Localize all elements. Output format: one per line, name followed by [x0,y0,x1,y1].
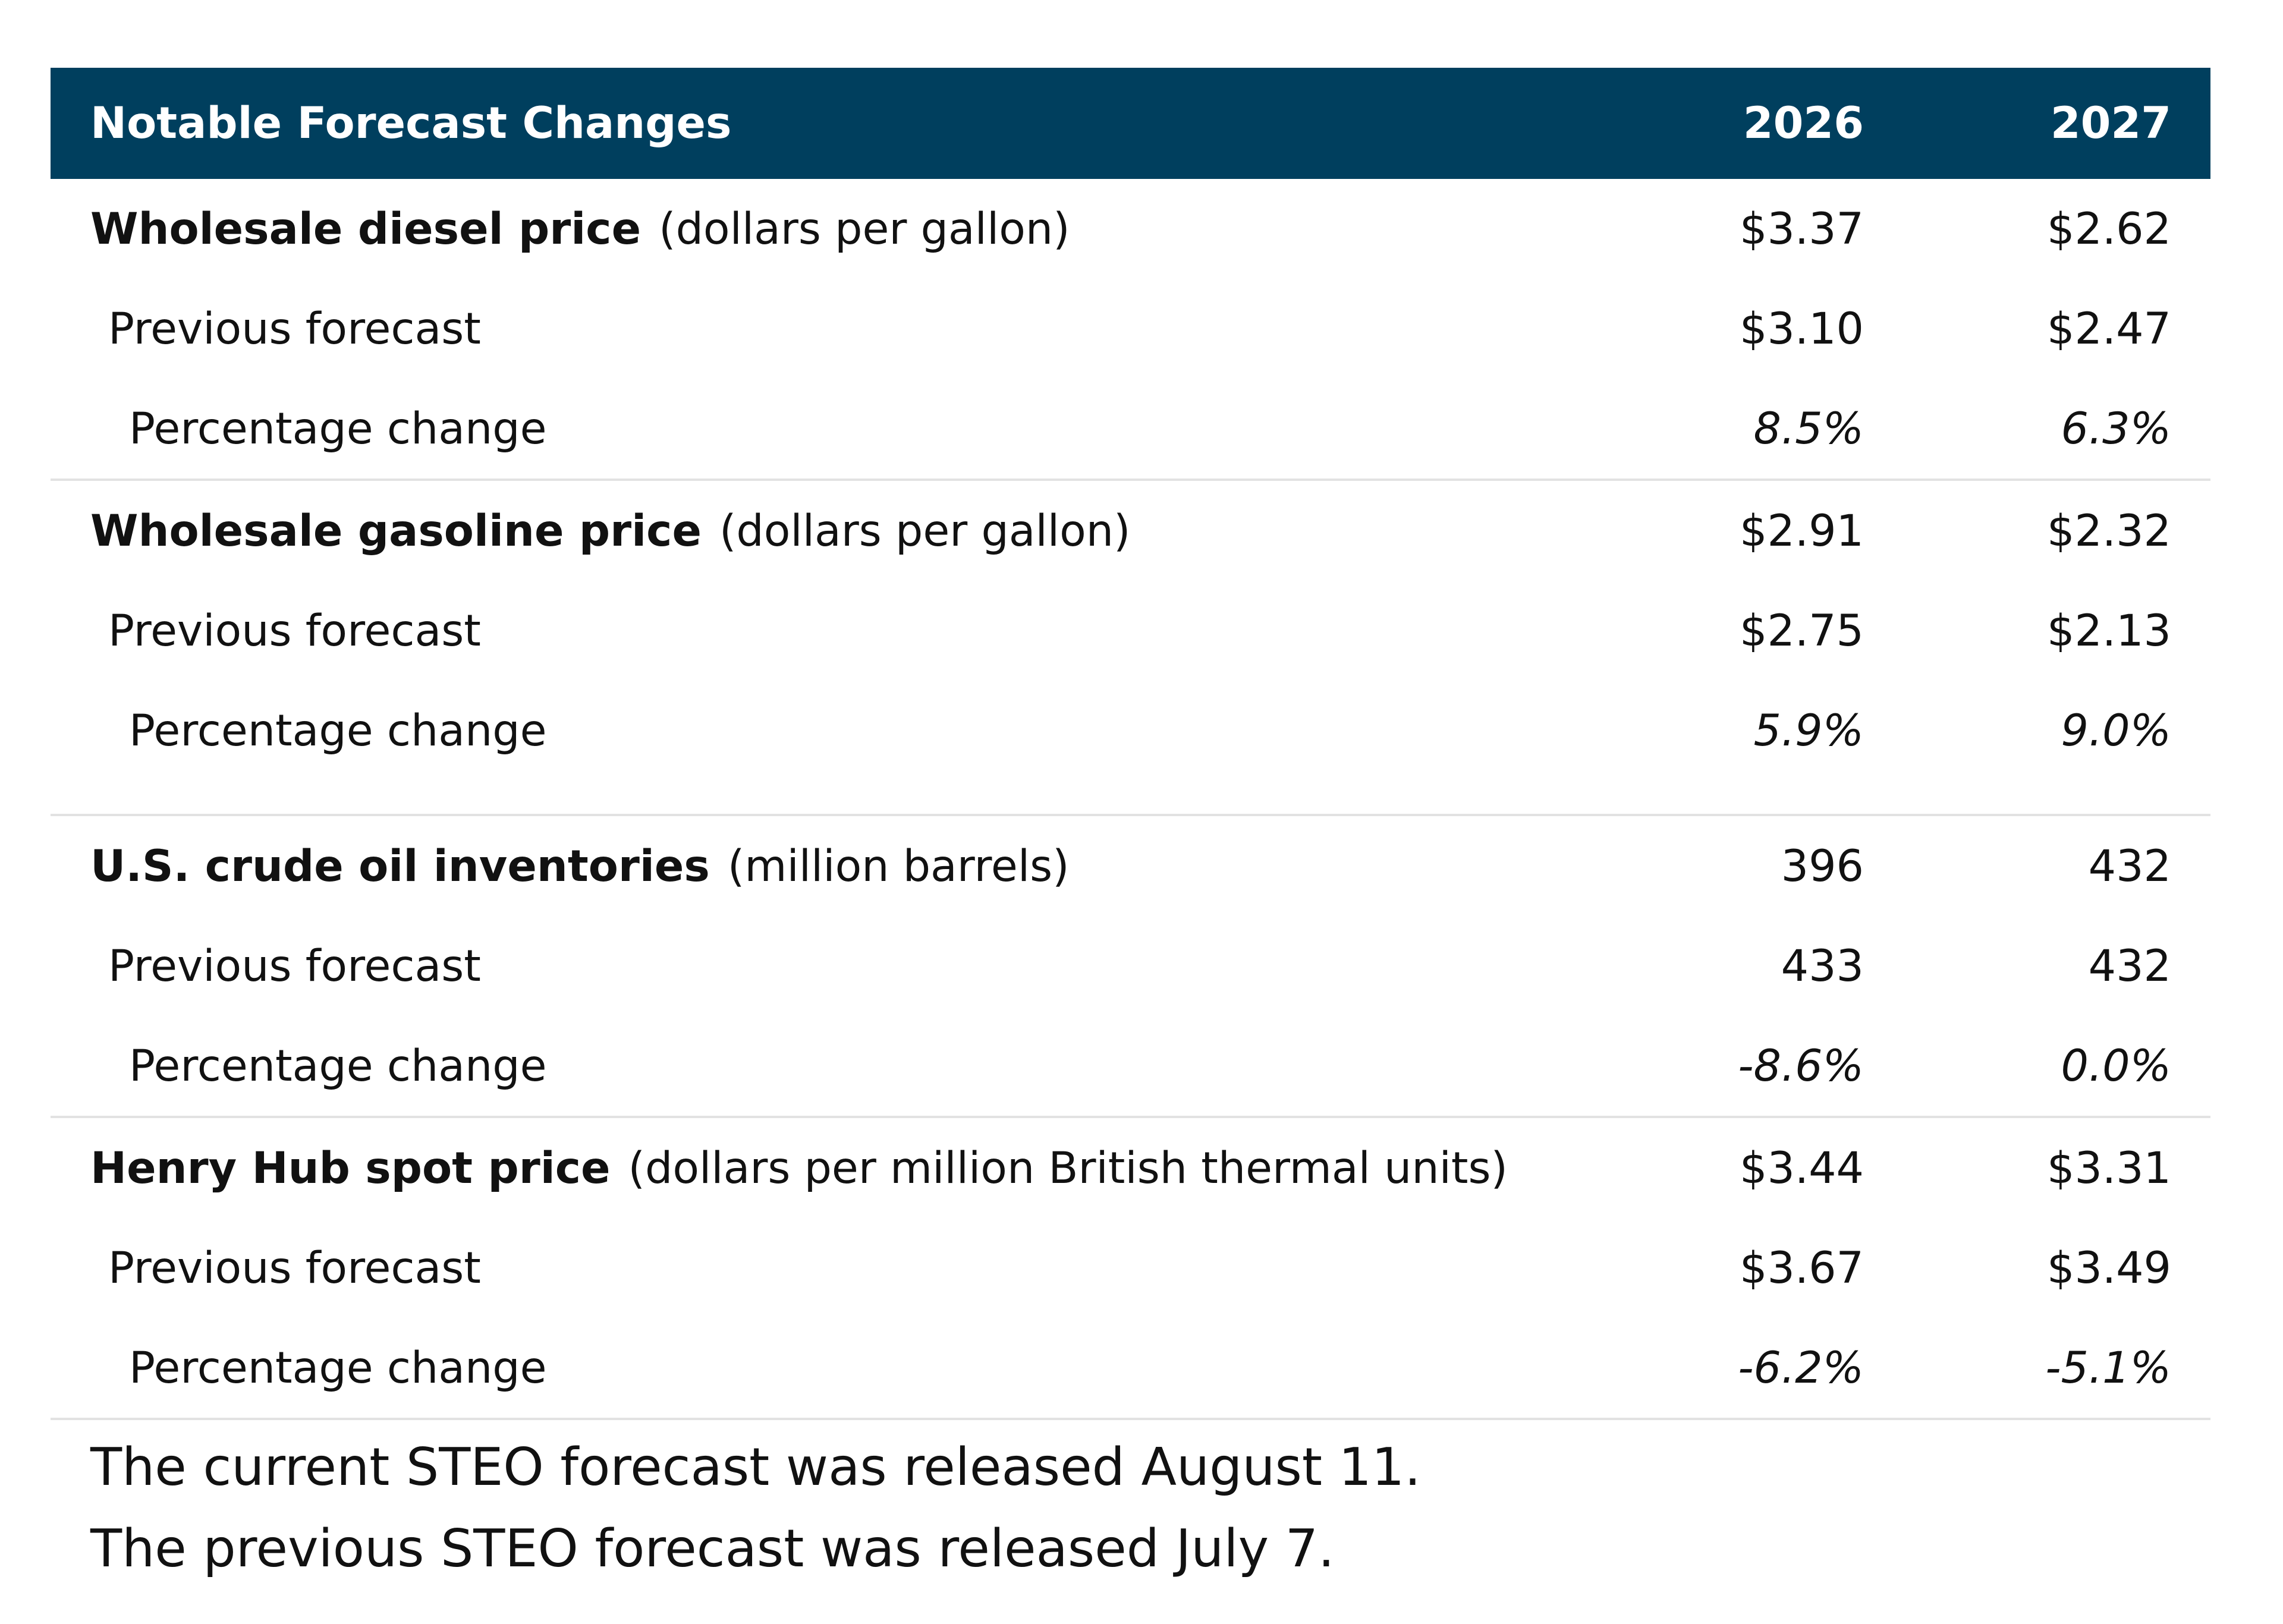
value-2026: 396 [1781,841,1864,892]
previous-2026: 433 [1781,940,1864,992]
row-label: U.S. crude oil inventories (million barre… [51,841,1626,892]
metric-name: U.S. crude oil inventories [90,841,710,892]
previous-2027: $2.47 [2047,303,2171,354]
value-2027: $2.32 [2047,505,2171,556]
table-header: Notable Forecast Changes 2026 2027 [51,68,2210,179]
release-notes: The current STEO forecast was released A… [90,1427,1421,1590]
table-row-gasoline-change: Percentage change 5.9% 9.0% [51,681,2210,780]
forecast-table: Notable Forecast Changes 2026 2027 Whole… [51,68,2210,1420]
row-gap [51,780,2210,814]
previous-label: Previous forecast [108,940,481,992]
change-2027: -5.1% [2045,1342,2171,1393]
metric-name: Henry Hub spot price [90,1143,611,1194]
previous-label: Previous forecast [108,605,481,656]
table-row-diesel-previous: Previous forecast $3.10 $2.47 [51,279,2210,379]
change-2026: 8.5% [1753,403,1864,454]
change-label: Percentage change [129,403,547,454]
table-row-diesel: Wholesale diesel price (dollars per gallo… [51,179,2210,279]
change-2027: 6.3% [2061,403,2171,454]
table-row-crude-inventories-previous: Previous forecast 433 432 [51,916,2210,1016]
change-2027: 9.0% [2061,705,2171,756]
table-row-henry-hub: Henry Hub spot price (dollars per million… [51,1118,2210,1218]
header-year-2027: 2027 [2050,98,2171,149]
value-2027: $2.62 [2047,203,2171,254]
change-2026: -8.6% [1738,1040,1864,1091]
row-divider [51,1116,2210,1118]
metric-unit: (dollars per gallon) [659,203,1070,254]
previous-2027: $2.13 [2047,605,2171,656]
table-row-gasoline: Wholesale gasoline price (dollars per gal… [51,481,2210,581]
metric-unit: (dollars per gallon) [719,505,1131,556]
table-row-gasoline-previous: Previous forecast $2.75 $2.13 [51,581,2210,681]
previous-2026: $2.75 [1740,605,1864,656]
metric-name: Wholesale diesel price [90,203,641,254]
header-year-2026: 2026 [1743,98,1864,149]
change-label: Percentage change [129,705,547,756]
row-label: Henry Hub spot price (dollars per million… [51,1143,1626,1194]
change-2027: 0.0% [2061,1040,2171,1091]
previous-2026: $3.67 [1740,1242,1864,1293]
value-2026: $3.37 [1740,203,1864,254]
value-2027: 432 [2088,841,2171,892]
header-title: Notable Forecast Changes [90,98,732,149]
change-2026: 5.9% [1753,705,1864,756]
previous-2026: $3.10 [1740,303,1864,354]
value-2027: $3.31 [2047,1143,2171,1194]
row-divider [51,479,2210,481]
note-current-release: The current STEO forecast was released A… [90,1437,1421,1497]
previous-2027: $3.49 [2047,1242,2171,1293]
row-label: Wholesale diesel price (dollars per gallo… [51,204,1626,254]
table-row-henry-hub-change: Percentage change -6.2% -5.1% [51,1318,2210,1418]
table-row-crude-inventories: U.S. crude oil inventories (million barre… [51,816,2210,916]
row-label: Wholesale gasoline price (dollars per gal… [51,506,1626,556]
value-2026: $3.44 [1740,1143,1864,1194]
row-divider [51,814,2210,816]
change-label: Percentage change [129,1040,547,1091]
metric-unit: (dollars per million British thermal uni… [628,1143,1508,1194]
row-divider [51,1418,2210,1420]
table-row-crude-inventories-change: Percentage change -8.6% 0.0% [51,1016,2210,1116]
metric-name: Wholesale gasoline price [90,505,702,556]
metric-unit: (million barrels) [727,841,1070,892]
table-row-diesel-change: Percentage change 8.5% 6.3% [51,379,2210,479]
previous-2027: 432 [2088,940,2171,992]
change-label: Percentage change [129,1342,547,1393]
change-2026: -6.2% [1738,1342,1864,1393]
value-2026: $2.91 [1740,505,1864,556]
previous-label: Previous forecast [108,1242,481,1293]
table-row-henry-hub-previous: Previous forecast $3.67 $3.49 [51,1218,2210,1318]
previous-label: Previous forecast [108,303,481,354]
note-previous-release: The previous STEO forecast was released … [90,1518,1335,1579]
